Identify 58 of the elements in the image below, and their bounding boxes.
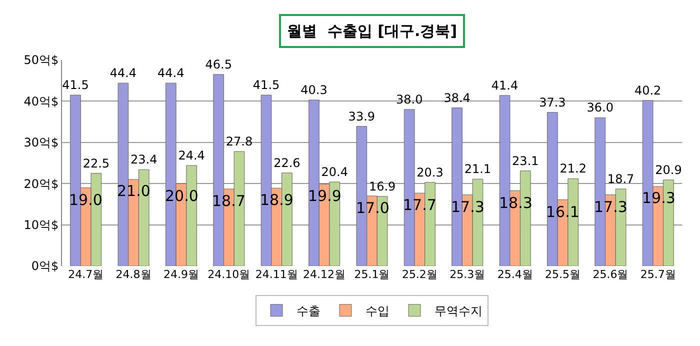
y-tick-label: 20억$	[24, 176, 59, 191]
data-label: 21.2	[560, 162, 586, 176]
y-tick-label: 40억$	[24, 94, 59, 108]
x-tick-label: 24.7월	[68, 268, 104, 281]
legend-label: 무역수지	[434, 304, 482, 318]
data-label: 20.3	[416, 165, 444, 180]
x-tick-label: 24.8월	[116, 268, 152, 281]
data-label: 20.9	[655, 162, 682, 177]
x-tick-label: 25.5월	[545, 268, 581, 281]
data-label: 41.4	[491, 78, 518, 92]
data-label: 38.4	[444, 90, 470, 105]
x-tick-label: 24.12월	[303, 268, 346, 281]
x-tick-label: 24.11월	[255, 268, 298, 281]
data-label: 33.9	[348, 109, 376, 124]
data-label: 21.0	[117, 182, 150, 200]
y-tick-label: 0억$	[31, 259, 59, 274]
data-label: 20.4	[321, 164, 348, 179]
x-tick-label: 25.2월	[402, 268, 438, 281]
data-label: 24.4	[178, 148, 205, 162]
data-label: 46.5	[205, 57, 232, 72]
legend-label: 수입	[366, 304, 390, 318]
data-label: 44.4	[158, 66, 184, 80]
data-label: 18.9	[260, 191, 294, 209]
data-label: 21.1	[464, 162, 492, 176]
data-label: 22.6	[274, 156, 300, 170]
data-label: 38.0	[396, 92, 423, 106]
data-label: 19.0	[69, 191, 102, 209]
data-label: 44.4	[110, 66, 137, 80]
x-tick-label: 24.9월	[163, 268, 199, 281]
data-label: 36.0	[586, 100, 614, 115]
data-label: 41.5	[62, 78, 89, 92]
x-tick-label: 25.3월	[450, 268, 486, 281]
y-tick-label: 30억$	[24, 136, 59, 150]
x-tick-label: 24.10월	[208, 268, 250, 281]
data-label: 23.4	[130, 152, 158, 167]
data-label: 17.3	[594, 198, 628, 216]
y-tick-label: 10억$	[24, 218, 59, 232]
x-tick-label: 25.6월	[592, 268, 628, 281]
data-label: 40.3	[300, 82, 328, 97]
x-tick-label: 25.4월	[497, 268, 533, 281]
data-label: 16.1	[546, 203, 580, 221]
data-label: 40.2	[634, 83, 662, 98]
data-label: 16.9	[368, 179, 396, 194]
data-label: 22.5	[82, 156, 110, 170]
data-label: 17.3	[451, 198, 484, 216]
data-label: 41.5	[252, 78, 280, 92]
data-label: 23.1	[512, 154, 539, 168]
x-tick-label: 25.7월	[640, 268, 676, 281]
data-label: 27.8	[226, 134, 253, 148]
data-label: 19.9	[308, 187, 342, 205]
data-label: 37.3	[539, 95, 566, 110]
data-label: 18.7	[607, 172, 634, 186]
legend-label: 수출	[296, 304, 320, 318]
chart-title: 월별 수출입 [대구.경북]	[287, 22, 458, 40]
x-tick-label: 25.1월	[354, 268, 390, 281]
data-label: 17.7	[403, 196, 436, 214]
y-tick-label: 50억$	[24, 53, 59, 68]
data-label: 18.7	[212, 192, 246, 210]
